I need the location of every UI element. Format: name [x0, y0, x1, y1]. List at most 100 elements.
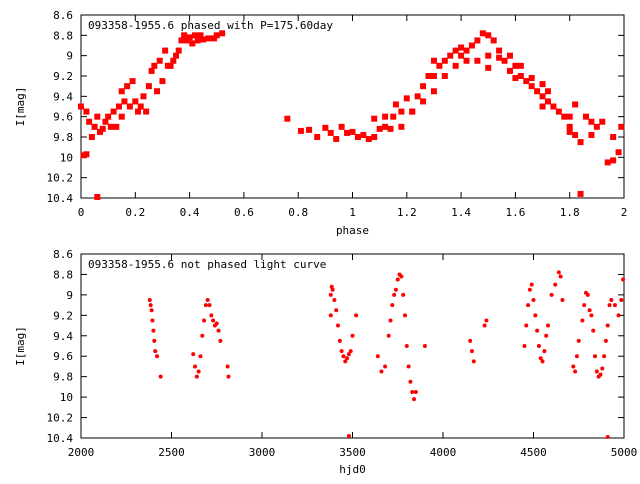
y-tick-label: 8.8: [53, 268, 73, 281]
data-point: [536, 344, 541, 348]
data-point: [314, 134, 321, 140]
data-point: [545, 323, 550, 328]
data-point: [425, 73, 432, 79]
data-point: [572, 131, 579, 138]
data-point: [441, 73, 448, 79]
data-point: [612, 303, 617, 308]
data-point: [382, 123, 389, 130]
data-point: [145, 83, 152, 90]
y-tick-label: 9.8: [53, 131, 73, 144]
y-tick-label: 9.6: [53, 350, 73, 363]
data-point: [566, 128, 573, 135]
data-point: [186, 34, 193, 41]
data-point: [523, 78, 530, 85]
data-point: [198, 354, 203, 359]
data-point: [593, 123, 600, 130]
data-point: [549, 292, 554, 297]
data-point: [147, 298, 152, 302]
data-point: [566, 123, 573, 130]
data-point: [132, 98, 139, 105]
data-point: [327, 129, 334, 136]
data-point: [452, 47, 459, 54]
data-point: [97, 128, 104, 135]
data-point: [332, 298, 337, 302]
x-tick-label: 1.6: [505, 206, 525, 219]
data-point: [593, 354, 598, 359]
data-point: [544, 98, 551, 105]
y-tick-label: 10.2: [47, 412, 74, 425]
data-point: [202, 318, 207, 323]
data-point: [512, 75, 519, 82]
data-point: [189, 40, 196, 47]
data-point: [382, 113, 389, 120]
data-point: [181, 32, 188, 39]
data-point: [533, 313, 538, 318]
data-point: [297, 127, 304, 134]
data-point: [376, 125, 383, 132]
data-point: [383, 364, 388, 369]
data-point: [153, 349, 158, 354]
data-point: [605, 323, 610, 328]
data-point: [183, 37, 190, 44]
data-series: [78, 30, 625, 200]
data-point: [555, 108, 562, 115]
data-point: [550, 103, 557, 110]
data-point: [572, 101, 579, 108]
data-point: [556, 270, 561, 275]
data-point: [211, 318, 216, 323]
data-point: [392, 101, 399, 108]
y-tick-label: 8.6: [53, 248, 73, 261]
x-tick-label: 2: [621, 206, 628, 219]
data-point: [151, 328, 156, 333]
data-point: [401, 292, 406, 297]
data-point: [392, 292, 397, 297]
data-point: [175, 47, 182, 54]
data-point: [526, 303, 531, 308]
data-point: [458, 52, 465, 59]
data-point: [528, 75, 535, 82]
chart-title: 093358-1955.6 phased with P=175.60day: [88, 19, 333, 32]
data-point: [414, 93, 421, 100]
y-tick-label: 9.6: [53, 111, 73, 124]
data-point: [116, 103, 123, 110]
data-point: [99, 125, 106, 132]
x-tick-label: 2000: [68, 446, 95, 459]
data-point: [336, 323, 341, 328]
data-point: [200, 36, 207, 43]
x-tick-label: 3500: [339, 446, 366, 459]
data-point: [83, 151, 90, 158]
data-point: [105, 113, 112, 120]
y-tick-label: 9.4: [53, 330, 73, 343]
data-point: [621, 277, 626, 282]
data-point: [399, 274, 404, 279]
data-point: [573, 369, 578, 374]
data-point: [463, 57, 470, 64]
data-point: [506, 67, 513, 74]
chart-title: 093358-1955.6 not phased light curve: [88, 258, 326, 271]
y-tick-label: 9: [66, 50, 73, 63]
y-tick-label: 9.2: [53, 309, 73, 322]
x-tick-label: 0.6: [234, 206, 254, 219]
data-point: [192, 32, 199, 39]
data-point: [484, 318, 489, 323]
y-axis-label: I[mag]: [14, 326, 27, 366]
data-point: [542, 349, 547, 354]
x-tick-label: 4500: [520, 446, 547, 459]
x-tick-label: 1.2: [397, 206, 417, 219]
data-point: [485, 52, 492, 59]
data-point: [398, 123, 405, 130]
data-point: [205, 298, 210, 302]
x-tick-label: 1.4: [451, 206, 471, 219]
data-point: [194, 37, 201, 44]
data-point: [126, 103, 133, 110]
y-tick-label: 10: [60, 391, 73, 404]
data-point: [588, 118, 595, 125]
data-point: [591, 328, 596, 333]
data-point: [594, 369, 599, 374]
data-point: [610, 134, 617, 140]
data-point: [205, 35, 212, 42]
data-point: [540, 359, 545, 364]
data-point: [339, 349, 344, 354]
data-point: [346, 433, 351, 438]
x-tick-label: 4000: [430, 446, 457, 459]
